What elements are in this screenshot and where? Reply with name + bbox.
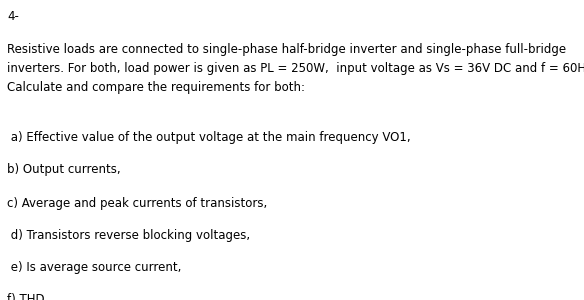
Text: c) Average and peak currents of transistors,: c) Average and peak currents of transist… — [7, 196, 267, 209]
Text: b) Output currents,: b) Output currents, — [7, 164, 121, 176]
Text: 4-: 4- — [7, 11, 19, 23]
Text: Resistive loads are connected to single-phase half-bridge inverter and single-ph: Resistive loads are connected to single-… — [7, 44, 584, 94]
Text: d) Transistors reverse blocking voltages,: d) Transistors reverse blocking voltages… — [7, 230, 250, 242]
Text: e) Is average source current,: e) Is average source current, — [7, 261, 182, 274]
Text: f) THD: f) THD — [7, 292, 44, 300]
Text: a) Effective value of the output voltage at the main frequency VO1,: a) Effective value of the output voltage… — [7, 130, 411, 143]
